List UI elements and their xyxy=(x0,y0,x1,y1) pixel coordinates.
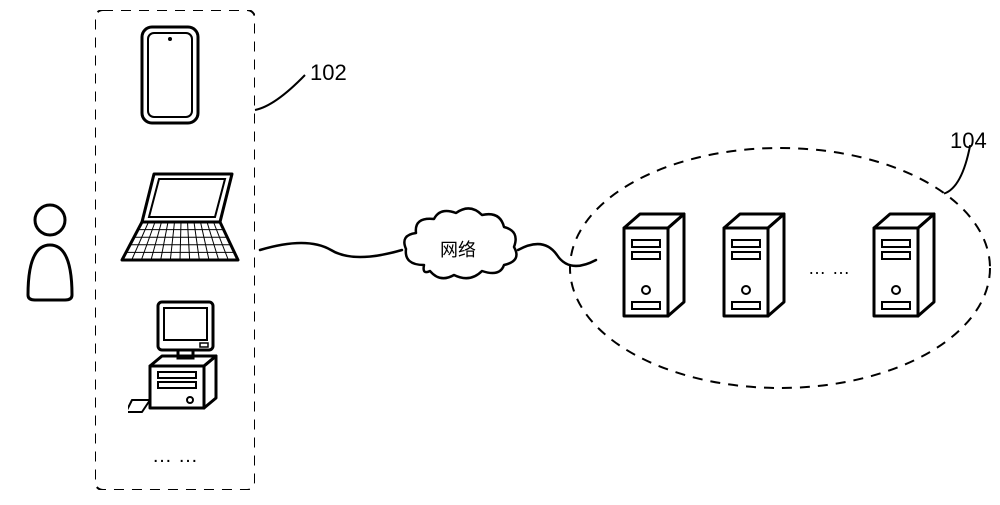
network-cable-left xyxy=(256,230,406,270)
servers-ellipsis: …… xyxy=(808,258,856,279)
smartphone-icon xyxy=(140,25,200,125)
ref-104-label: 104 xyxy=(950,128,987,154)
server-icon-3 xyxy=(870,210,940,320)
server-icon-1 xyxy=(620,210,690,320)
diagram-stage: 102 …… 网络 104 …… xyxy=(0,0,1000,505)
server-icon-2 xyxy=(720,210,790,320)
laptop-icon xyxy=(112,170,242,265)
clients-ellipsis: …… xyxy=(152,445,204,468)
desktop-computer-icon xyxy=(128,300,228,415)
network-label: 网络 xyxy=(440,236,476,262)
user-icon xyxy=(20,200,80,310)
ref-102-label: 102 xyxy=(310,60,347,86)
